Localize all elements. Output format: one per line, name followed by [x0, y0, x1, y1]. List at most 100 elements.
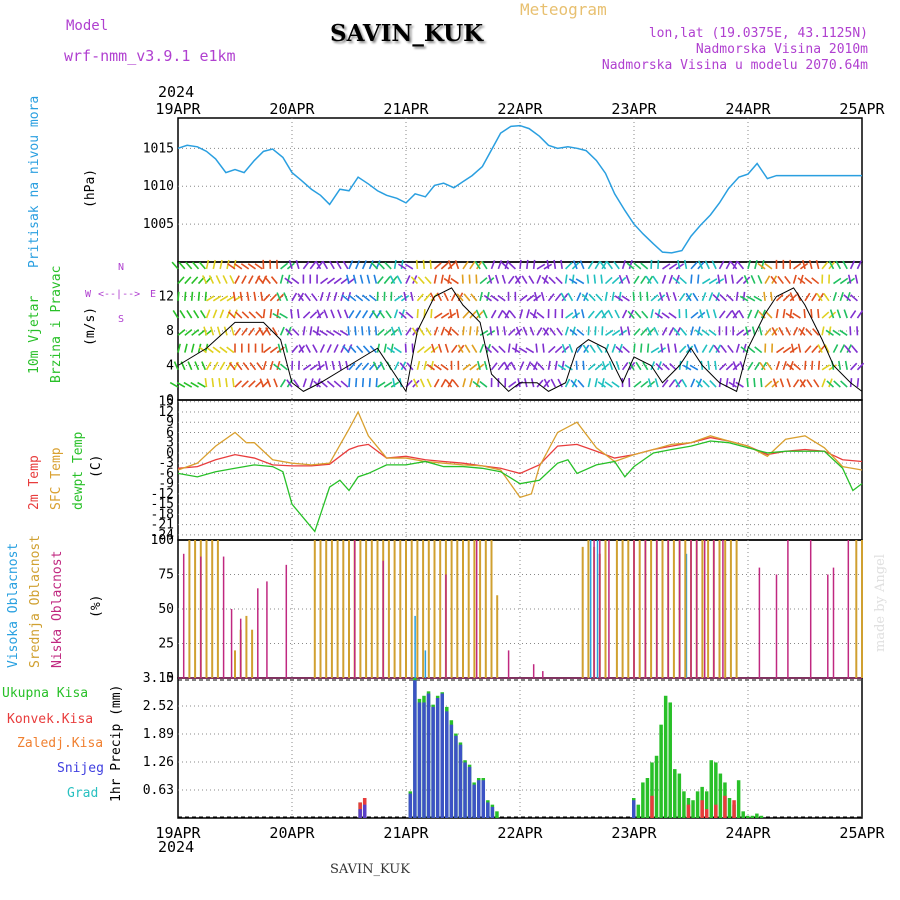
total-precip-bar — [654, 755, 659, 818]
wind-arrow — [201, 275, 208, 284]
wind-arrow — [302, 261, 310, 270]
wind-arrow — [542, 343, 545, 353]
wind-arrow — [707, 360, 711, 370]
wind-arrow — [821, 261, 829, 270]
station-title: SAVIN_KUK — [330, 20, 484, 47]
wind-arrow — [503, 326, 506, 336]
wind-arrow — [618, 343, 623, 353]
wind-arrow — [564, 326, 569, 336]
wind-arrow — [471, 344, 478, 353]
lonlat-label: lon,lat (19.0375E, 43.1125N) — [648, 26, 868, 41]
wind-arrow — [424, 276, 432, 285]
wind-arrow — [434, 312, 443, 319]
wind-arrow — [386, 346, 396, 354]
wind-arrow — [519, 294, 528, 302]
model-name: wrf-nmm_v3.9.1 e1km — [64, 47, 236, 65]
wind-arrow — [479, 329, 489, 336]
wind-arrow — [413, 378, 419, 388]
wind-arrow — [633, 343, 636, 353]
wind-arrow — [199, 310, 207, 319]
wind-arrow — [348, 378, 351, 388]
wind-arrow — [640, 275, 647, 284]
wind-arrow — [410, 276, 418, 285]
wind-arrow — [309, 363, 319, 371]
wind-arrow — [368, 260, 374, 270]
total-precip-bar — [641, 782, 645, 818]
wind-arrow — [384, 261, 392, 270]
x-tick-bottom: 20APR — [269, 824, 315, 842]
wind-arrow — [326, 344, 332, 353]
wind-arrow — [765, 311, 773, 319]
wind-arrow — [837, 360, 842, 370]
wind-arrow — [751, 326, 756, 336]
wind-arrow — [529, 326, 535, 336]
snow-bar — [362, 804, 367, 818]
wind-arrow — [326, 329, 335, 336]
wind-arrow — [349, 345, 357, 354]
wind-arrow — [565, 312, 574, 319]
wind-arrows — [169, 259, 865, 388]
wind-arrow — [576, 292, 582, 302]
wind-arrow — [627, 310, 635, 319]
wind-arrow — [488, 274, 493, 284]
wind-arrow — [689, 364, 699, 371]
y-tick-label: 4 — [166, 359, 174, 374]
wind-arrow — [440, 274, 444, 284]
wind-arrow — [264, 276, 271, 285]
wind-arrow — [302, 378, 307, 388]
wind-arrow — [331, 360, 335, 370]
wind-arrow — [615, 361, 620, 371]
wind-arrow — [241, 380, 249, 388]
wind-arrow — [399, 362, 407, 371]
wind-arrow — [657, 361, 662, 371]
wind-arrow — [775, 309, 779, 319]
wind-arrow — [316, 311, 325, 319]
wind-arrow — [532, 259, 536, 269]
wind-arrow — [607, 309, 614, 319]
wind-arrow — [212, 259, 216, 270]
wind-arrow — [187, 361, 193, 371]
wind-arrow — [798, 328, 806, 336]
wind-arrow — [348, 310, 355, 319]
conv-precip-bar — [714, 804, 718, 818]
wind-arrow — [813, 379, 820, 388]
wind-arrow — [718, 362, 727, 371]
wind-arrow — [452, 379, 460, 388]
wind-arrow — [810, 309, 813, 319]
wind-arrow — [319, 291, 324, 302]
wind-arrow — [633, 275, 640, 284]
wind-arrow — [472, 380, 481, 388]
wind-arrow — [719, 293, 727, 302]
wind-arrow — [811, 292, 818, 302]
wind-arrow — [340, 277, 349, 285]
wind-arrow — [589, 344, 596, 354]
wind-arrow — [305, 344, 311, 353]
wind-arrow — [533, 291, 538, 302]
wind-arrow — [850, 294, 858, 302]
wind-arrow — [426, 363, 435, 371]
wind-arrow — [362, 310, 369, 319]
wind-arrow — [490, 309, 497, 319]
wind-arrow — [662, 263, 671, 270]
wind-arrow — [835, 260, 842, 270]
wind-arrow — [823, 292, 830, 302]
wind-arrow — [440, 378, 447, 388]
wind-arrow — [712, 293, 721, 302]
wind-arrow — [393, 259, 397, 270]
wind-arrow — [679, 276, 687, 285]
y-tick-label: 1015 — [143, 141, 174, 156]
wind-arrow — [279, 312, 288, 319]
wind-arrow — [279, 379, 287, 388]
wind-arrow — [632, 291, 635, 301]
x-tick-top: 24APR — [725, 100, 771, 118]
wind-arrow — [665, 292, 671, 302]
wind-arrow — [708, 344, 715, 353]
wind-arrow — [410, 291, 414, 301]
wind-arrow — [342, 345, 350, 354]
wind-arrow — [253, 291, 257, 301]
wind-arrow — [333, 380, 342, 388]
wind-arrow — [479, 380, 488, 388]
wind-arrow — [575, 360, 578, 370]
wind-arrow — [417, 276, 425, 285]
wind-arrow — [816, 292, 823, 302]
